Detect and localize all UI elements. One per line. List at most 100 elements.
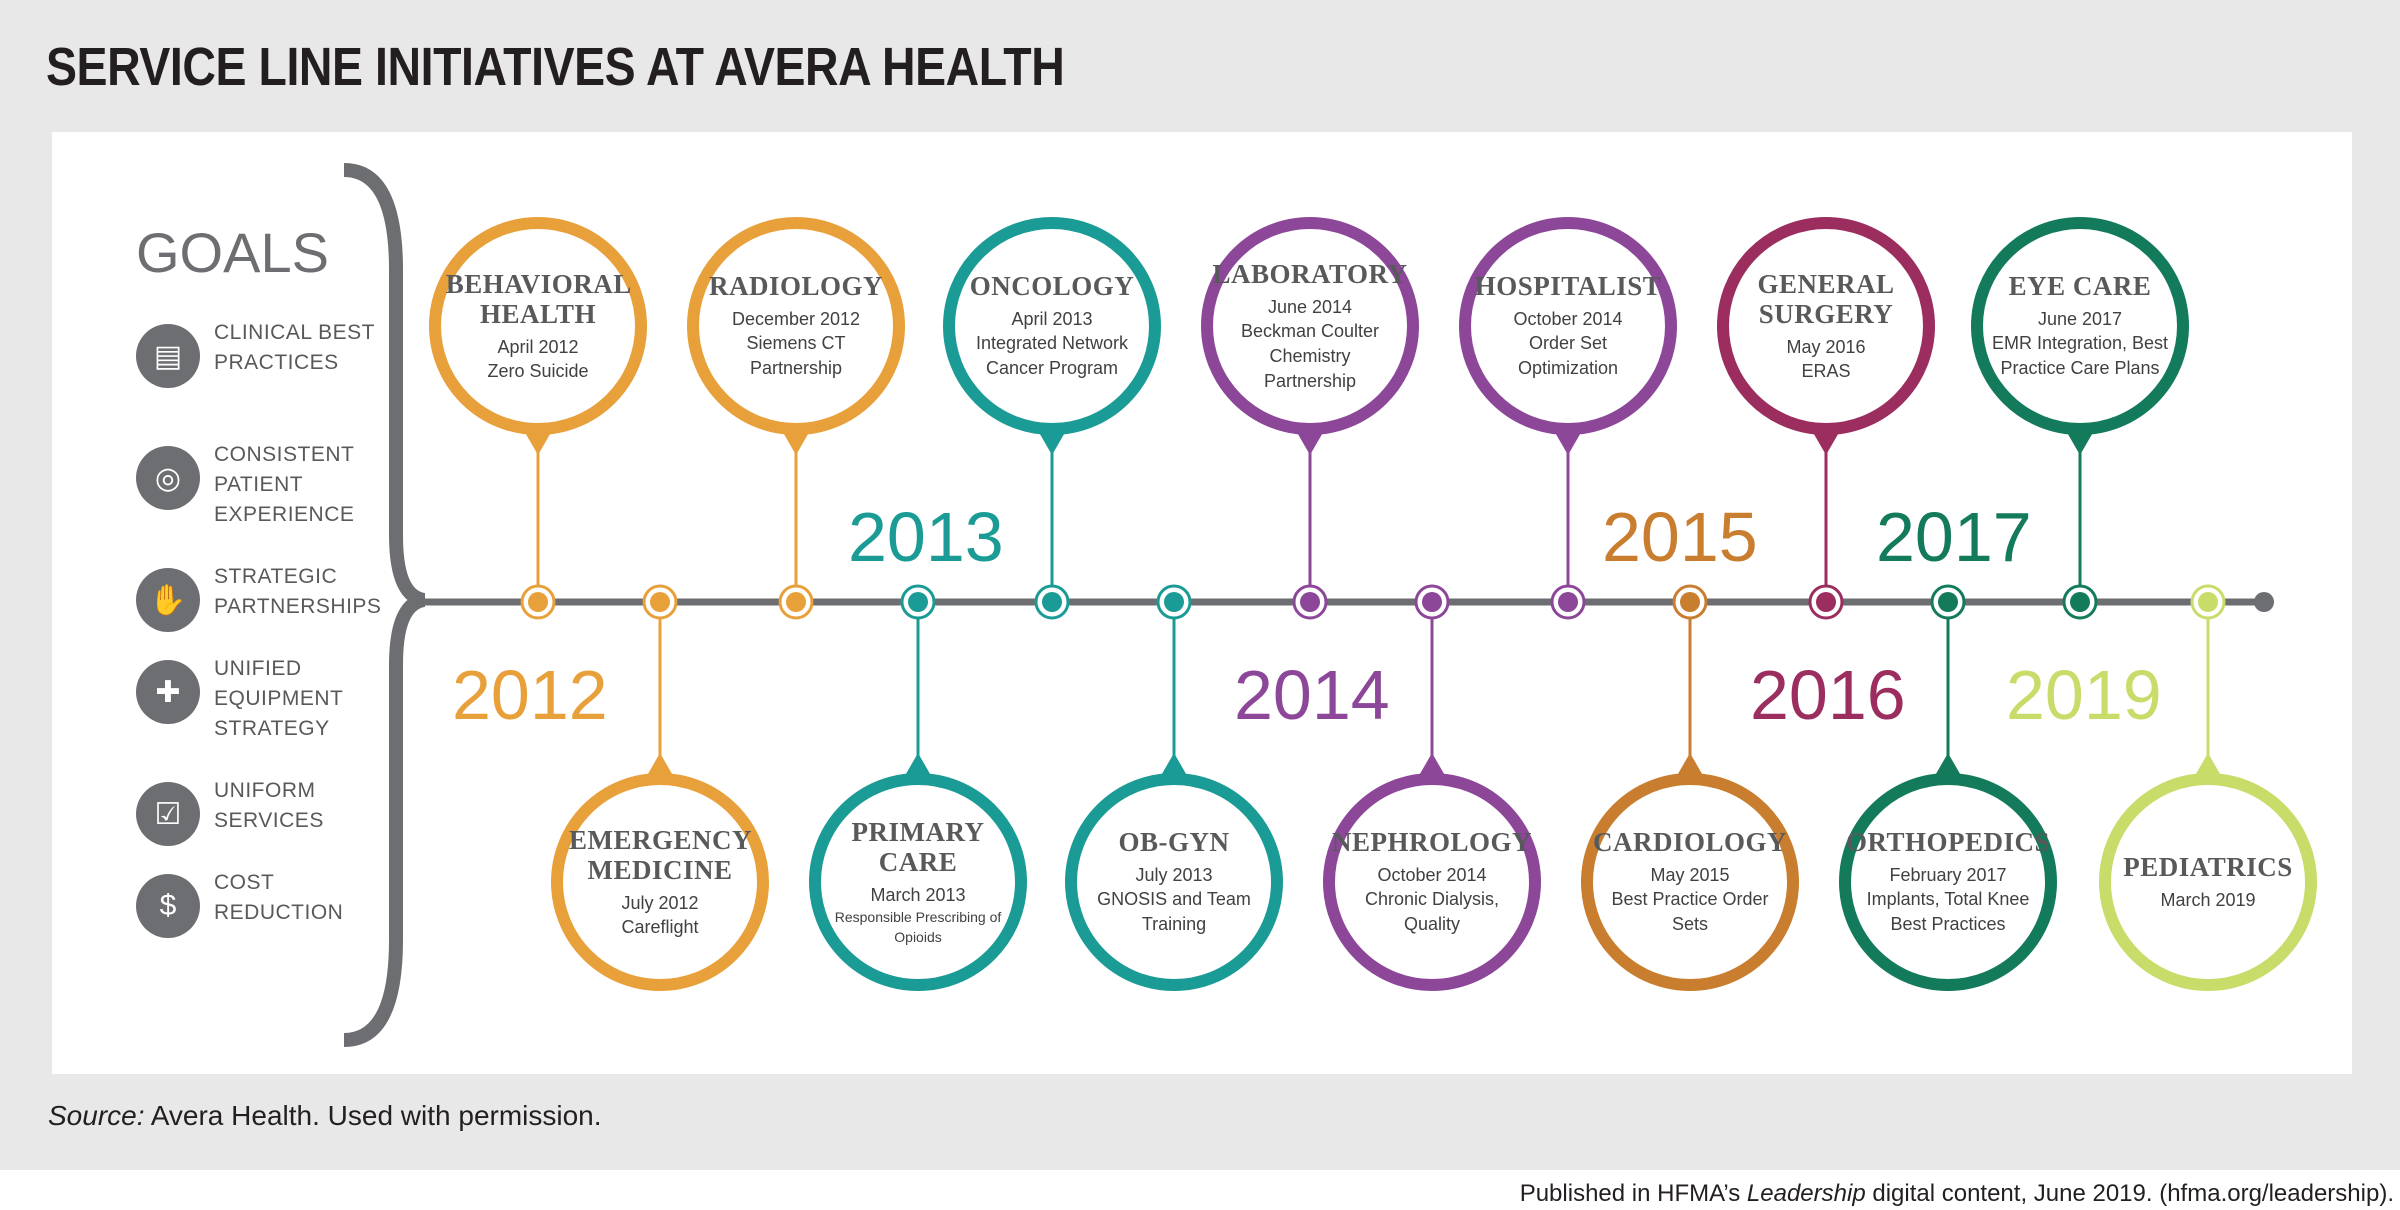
initiative-description: Careflight [621,916,699,937]
initiative-description: EMR Integration, Best Practice Care Plan… [1991,333,2169,378]
bubble-pointer [1417,753,1447,779]
initiative-date: June 2014 [1267,296,1353,317]
goal-label: STRATEGIC PARTNERSHIPS [214,565,382,618]
initiative-description: Implants, Total Knee Best Practices [1866,889,2030,934]
year-label-2016: 2016 [1750,656,1906,734]
initiative-bubble: RADIOLOGY December 2012 Siemens CT Partner… [687,217,905,435]
infographic: SERVICE LINE INITIATIVES AT AVERA HEALTH… [0,0,2400,1170]
bubble-pointer [781,429,811,455]
initiative-bubble: ORTHOPEDICS February 2017 Implants, Total … [1839,773,2057,991]
initiative-bubble: EYE CARE June 2017 EMR Integration, Best P… [1971,217,2189,435]
initiative-description: Best Practice Order Sets [1611,889,1769,934]
timeline-end-dot [2254,592,2274,612]
initiative-name: LABORATORY [1212,258,1408,289]
initiative-bubble: PEDIATRICS March 2019 [2099,773,2317,991]
timeline-node-dot [650,592,670,612]
initiative-name: EMERGENCY MEDICINE [569,824,753,885]
bubble-pointer [1811,429,1841,455]
initiative-description: Chronic Dialysis, Quality [1364,889,1500,934]
initiative-bubble: PRIMARY CARE March 2013 Responsible Prescr… [809,773,1027,991]
initiative-date: June 2017 [2037,309,2123,329]
initiative-name: GENERAL SURGERY [1757,268,1895,329]
timeline-node-dot [1042,592,1062,612]
goal-item: ✚ UNIFIED EQUIPMENT STRATEGY [136,654,376,744]
timeline-nodes [520,584,2226,620]
year-label-2012: 2012 [452,656,608,734]
bubble-pointer [2193,753,2223,779]
bubble-pointer [1295,429,1325,455]
initiative-date: October 2014 [1377,865,1487,885]
initiative-description: Beckman Coulter Chemistry Partnership [1240,320,1380,391]
initiative-bubble: ONCOLOGY April 2013 Integrated Network Can… [943,217,1161,435]
source-label: Source: [48,1100,145,1131]
initiative-bubble: GENERAL SURGERY May 2016 ERAS [1717,217,1935,435]
published-note: Published in HFMA’s Leadership digital c… [1520,1180,2394,1208]
initiative-date: October 2014 [1513,309,1623,329]
initiative-bubble: LABORATORY June 2014 Beckman Coulter Chemi… [1201,217,1419,435]
bubble-pointer [1553,429,1583,455]
initiative-bubble: NEPHROLOGY October 2014 Chronic Dialysis, … [1323,773,1541,991]
page-title: SERVICE LINE INITIATIVES AT AVERA HEALTH [46,37,1065,97]
timeline-node-dot [908,592,928,612]
initiative-date: May 2015 [1650,865,1730,885]
initiative-date: March 2013 [870,885,966,905]
initiative-description: Zero Suicide [487,360,589,381]
connectors [523,429,2223,779]
bubble-pointer [903,753,933,779]
year-label-2013: 2013 [848,498,1004,576]
bubble-pointer [645,753,675,779]
goal-label: UNIFORM SERVICES [214,779,324,832]
bubble-pointer [523,429,553,455]
goals-title: GOALS [136,221,329,284]
timeline-node-dot [1422,592,1442,612]
initiative-name: NEPHROLOGY [1332,827,1533,857]
initiative-name: ONCOLOGY [969,271,1135,301]
year-label-2017: 2017 [1876,498,2032,576]
goal-label: COST REDUCTION [214,871,344,924]
year-label-2014: 2014 [1234,656,1390,734]
timeline-node-dot [1164,592,1184,612]
clipboard-icon: ☑ [136,782,200,846]
bubble-pointer [1159,753,1189,779]
initiative-date: April 2013 [1011,309,1093,329]
book-icon: ▤ [136,324,200,388]
initiative-name: CARDIOLOGY [1593,827,1788,857]
target-icon: ◎ [136,446,200,510]
initiative-name: PRIMARY CARE [851,817,985,877]
timeline-node-dot [2198,592,2218,612]
initiative-date: July 2013 [1135,865,1213,885]
goal-label: CONSISTENT PATIENT EXPERIENCE [214,443,355,526]
initiative-name: BEHAVIORAL HEALTH [445,268,632,329]
initiative-name: RADIOLOGY [708,271,883,301]
year-label-2019: 2019 [2006,656,2162,734]
initiative-date: March 2019 [2160,890,2256,910]
initiative-date: May 2016 [1786,336,1866,357]
timeline-node-dot [1680,592,1700,612]
source-note: Source: Avera Health. Used with permissi… [48,1100,602,1132]
goal-item: ▤ CLINICAL BEST PRACTICES [136,318,376,408]
initiative-bubble: BEHAVIORAL HEALTH April 2012 Zero Suicide [429,217,647,435]
bubble-pointer [1675,753,1705,779]
goal-label: UNIFIED EQUIPMENT STRATEGY [214,657,343,740]
initiative-description: ERAS [1801,360,1851,381]
timeline-node-dot [1816,592,1836,612]
goal-item: ☑ UNIFORM SERVICES [136,776,376,866]
timeline-graphic [343,163,2274,1047]
initiative-bubble: CARDIOLOGY May 2015 Best Practice Order Se… [1581,773,1799,991]
initiative-description: Integrated Network Cancer Program [975,333,1129,378]
year-label-2015: 2015 [1602,498,1758,576]
initiative-description: Responsible Prescribing of Opioids [834,909,1002,945]
published-italic: Leadership [1746,1180,1866,1207]
bubble-pointer [2065,429,2095,455]
goal-label: CLINICAL BEST PRACTICES [214,321,375,374]
initiative-description: GNOSIS and Team Training [1097,889,1251,934]
goal-item: $ COST REDUCTION [136,868,376,958]
dollar-icon: $ [136,874,200,938]
published-prefix: Published in HFMA’s [1519,1180,1747,1207]
initiative-date: December 2012 [731,309,861,329]
hospital-icon: ✚ [136,660,200,724]
goal-item: ◎ CONSISTENT PATIENT EXPERIENCE [136,440,376,530]
timeline-node-dot [786,592,806,612]
timeline-node-dot [2070,592,2090,612]
initiative-date: July 2012 [621,892,699,913]
